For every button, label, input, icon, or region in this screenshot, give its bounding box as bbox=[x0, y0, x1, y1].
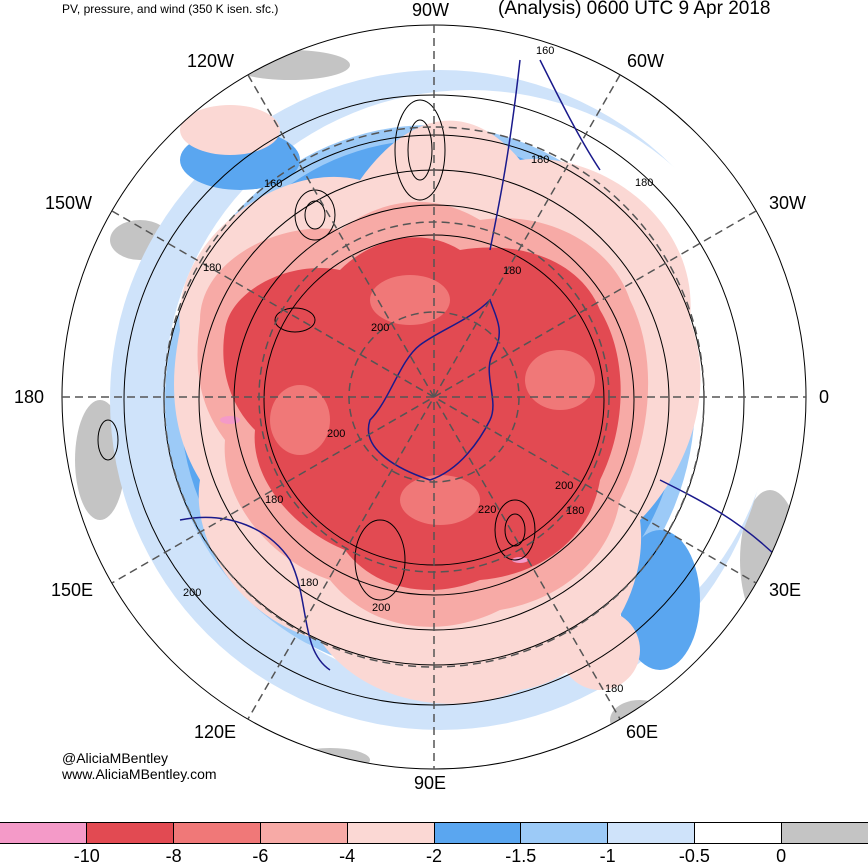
contour-label: 220 bbox=[478, 504, 496, 516]
colorbar-tick-label: -1.5 bbox=[505, 846, 537, 866]
colorbar-tick-label: -1 bbox=[599, 846, 616, 866]
map-valid-time: (Analysis) 0600 UTC 9 Apr 2018 bbox=[498, 0, 771, 19]
lon-label-120e: 120E bbox=[194, 722, 237, 742]
contour-label: 200 bbox=[183, 587, 201, 599]
contour-label: 180 bbox=[203, 262, 221, 274]
lon-label-90e: 90E bbox=[414, 773, 447, 793]
colorbar-tick-label: -4 bbox=[339, 846, 356, 866]
contour-label: 180 bbox=[566, 505, 584, 517]
lon-label-150e: 150E bbox=[51, 580, 94, 600]
lon-label-30w: 30W bbox=[769, 193, 807, 213]
colorbar-tick-label: -10 bbox=[73, 846, 100, 866]
lon-label-150w: 150W bbox=[45, 193, 93, 213]
contour-label: 200 bbox=[371, 322, 389, 334]
credit-handle: @AliciaMBentley bbox=[62, 750, 169, 766]
lon-label-120w: 120W bbox=[187, 51, 235, 71]
colorbar-tick-label: -8 bbox=[165, 846, 182, 866]
colorbar-tick-label: 0 bbox=[776, 846, 787, 866]
colorbar-swatch bbox=[608, 823, 696, 843]
credit-website: www.AliciaMBentley.com bbox=[62, 766, 217, 782]
contour-label: 160 bbox=[536, 45, 554, 57]
lon-label-0: 0 bbox=[819, 387, 830, 407]
colorbar-swatch bbox=[347, 823, 435, 843]
contour-label: 180 bbox=[605, 683, 623, 695]
lon-label-180: 180 bbox=[14, 387, 45, 407]
contour-label: 180 bbox=[531, 154, 549, 166]
colorbar-swatch bbox=[0, 823, 87, 843]
contour-label: 180 bbox=[635, 177, 653, 189]
colorbar-swatch bbox=[521, 823, 609, 843]
colorbar-swatch bbox=[86, 823, 174, 843]
contour-label: 180 bbox=[265, 494, 283, 506]
lon-label-60w: 60W bbox=[627, 51, 665, 71]
lon-label-90w: 90W bbox=[412, 0, 450, 20]
contour-label: 200 bbox=[372, 602, 390, 614]
map-title: PV, pressure, and wind (350 K isen. sfc.… bbox=[62, 2, 279, 16]
lat-lon-grid bbox=[61, 24, 807, 770]
contour-label: 200 bbox=[327, 428, 345, 440]
colorbar-tick-label: -2 bbox=[425, 846, 443, 866]
polar-map: 160 160 180 180 180 180 200 200 180 220 … bbox=[61, 24, 807, 770]
contour-label-group: 160 160 180 180 180 180 200 200 180 220 … bbox=[183, 45, 653, 695]
contour-label: 160 bbox=[264, 178, 282, 190]
colorbar-tick-label: -6 bbox=[252, 846, 269, 866]
contour-label: 200 bbox=[555, 480, 573, 492]
colorbar-swatch bbox=[695, 823, 783, 843]
lon-label-60e: 60E bbox=[626, 722, 659, 742]
colorbar bbox=[0, 822, 868, 844]
colorbar-tick-label: -0.5 bbox=[678, 846, 710, 866]
contour-label: 180 bbox=[503, 265, 521, 277]
colorbar-swatch bbox=[173, 823, 261, 843]
lon-label-30e: 30E bbox=[769, 580, 802, 600]
contour-label: 180 bbox=[300, 577, 318, 589]
colorbar-swatch bbox=[782, 823, 868, 843]
colorbar-swatch bbox=[434, 823, 522, 843]
colorbar-swatch bbox=[260, 823, 348, 843]
